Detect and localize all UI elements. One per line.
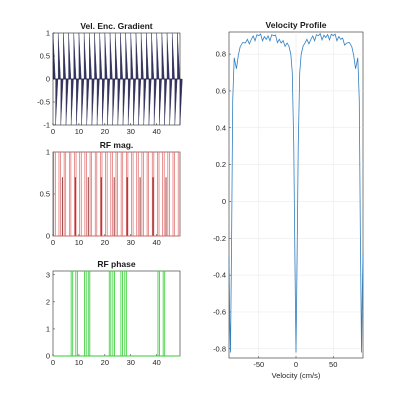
velprofile-xtick-label: 0 <box>294 360 298 369</box>
grad-ytick-label: 0 <box>46 75 50 84</box>
velprofile-ytick-label: -0.6 <box>213 307 226 316</box>
velprofile-ytick-label: 0 <box>222 197 226 206</box>
velprofile-xlabel: Velocity (cm/s) <box>272 371 321 380</box>
rfphase-ytick-label: 2 <box>46 297 50 306</box>
rfmag-pulse <box>157 151 160 236</box>
rfmag-xtick-label: 0 <box>51 238 55 247</box>
rfphase-pulse <box>108 270 112 356</box>
rfmag-pulse <box>89 151 92 236</box>
velprofile-ytick-label: 0.4 <box>216 123 226 132</box>
grad-xtick-label: 30 <box>127 127 135 136</box>
rfphase-xtick-label: 0 <box>51 358 55 367</box>
rfmag-xtick-label: 40 <box>153 238 161 247</box>
grad-ytick-label: -1 <box>43 121 50 130</box>
grad-ytick-label: 0.5 <box>40 52 50 61</box>
rfphase-plot-area <box>52 270 181 357</box>
rfmag-pulse <box>162 151 165 236</box>
velprofile-ytick-label: -0.4 <box>213 271 226 280</box>
rfmag-pulse <box>79 151 82 236</box>
rfmag-pulse <box>172 151 175 236</box>
rfphase-pulse <box>162 270 166 356</box>
rfmag-pulse <box>146 151 149 236</box>
rfmag-pulse <box>68 151 72 236</box>
rfmag-pulse <box>131 151 134 236</box>
rfmag-axes: RF mag. 0 10 20 30 40 0 0.5 1 <box>40 140 181 247</box>
velprofile-axes: Velocity Profile -50 0 50 -0.8 -0.6 -0.4 -0.2 0 0… <box>213 20 364 380</box>
grad-axes: Vel. Enc. Gradient 0 10 20 30 40 -1 -0.5 0 0.5 1 <box>37 21 183 136</box>
rfmag-xtick-label: 10 <box>75 238 83 247</box>
rfphase-pulse <box>157 270 160 356</box>
velprofile-xtick-label: 50 <box>329 360 337 369</box>
rfphase-ytick-label: 3 <box>46 270 50 279</box>
rfphase-xtick-label: 30 <box>127 358 135 367</box>
velprofile-series-line <box>228 32 364 353</box>
rfmag-ytick-label: 0.5 <box>40 190 50 199</box>
velprofile-xtick-label: -50 <box>253 360 264 369</box>
grad-xtick-label: 10 <box>75 127 83 136</box>
rfphase-xtick-label: 10 <box>75 358 83 367</box>
velprofile-ytick-label: -0.8 <box>213 344 226 353</box>
rfmag-pulse <box>105 151 108 236</box>
rfmag-pulse <box>100 151 103 236</box>
rfphase-pulse <box>75 270 78 356</box>
velprofile-ytick-label: 0.2 <box>216 160 226 169</box>
grad-ytick-label: -0.5 <box>37 98 50 107</box>
rfmag-pulse <box>63 151 67 236</box>
velprofile-ytick-label: 0.6 <box>216 86 226 95</box>
rfmag-title: RF mag. <box>100 140 134 150</box>
rfphase-ytick-label: 1 <box>46 324 50 333</box>
rfmag-xtick-label: 30 <box>127 238 135 247</box>
rfphase-xtick-label: 40 <box>153 358 161 367</box>
grad-lobe <box>179 78 183 126</box>
rfmag-pulse <box>141 151 144 236</box>
grad-xtick-label: 20 <box>101 127 109 136</box>
grad-xtick-label: 40 <box>153 127 161 136</box>
grad-title: Vel. Enc. Gradient <box>80 21 152 31</box>
rfmag-pulse <box>120 151 124 236</box>
rfphase-ytick-label: 0 <box>46 352 50 361</box>
rfmag-ytick-label: 1 <box>46 148 50 157</box>
rfmag-plot-area <box>52 151 181 237</box>
rfmag-pulse <box>136 151 139 236</box>
rfmag-pulse <box>115 151 118 236</box>
grad-xtick-label: 0 <box>51 127 55 136</box>
rfmag-pulse <box>110 151 113 236</box>
rfphase-title: RF phase <box>97 259 136 269</box>
rfphase-pulse <box>84 270 87 356</box>
rfmag-ytick-label: 0 <box>46 232 50 241</box>
rfphase-pulse <box>112 270 115 356</box>
rfphase-pulse <box>70 270 74 356</box>
rfmag-pulse <box>94 151 98 236</box>
rfphase-pulse <box>120 270 123 356</box>
velprofile-ytick-label: 0.8 <box>216 50 226 59</box>
rfmag-pulse <box>74 151 77 236</box>
rfmag-pulse <box>125 151 129 236</box>
rfmag-pulse <box>167 151 170 236</box>
rfphase-axes: RF phase 0 10 20 30 40 0 1 2 3 <box>46 259 181 367</box>
rfmag-pulse <box>58 151 61 236</box>
rfmag-xtick-label: 20 <box>101 238 109 247</box>
rfmag-pulse <box>84 151 87 236</box>
rfmag-pulse <box>151 151 155 236</box>
velprofile-ytick-label: -0.2 <box>213 234 226 243</box>
rfmag-pulse <box>53 151 56 236</box>
rfmag-pulse <box>177 151 181 236</box>
rfphase-xtick-label: 20 <box>101 358 109 367</box>
velprofile-title: Velocity Profile <box>266 20 327 30</box>
grad-ytick-label: 1 <box>46 29 50 38</box>
rfphase-pulse <box>87 270 91 356</box>
rfphase-pulse <box>124 270 127 356</box>
